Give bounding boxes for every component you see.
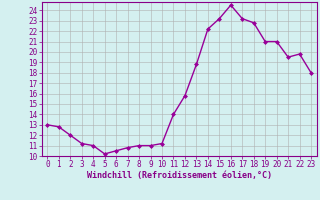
X-axis label: Windchill (Refroidissement éolien,°C): Windchill (Refroidissement éolien,°C) bbox=[87, 171, 272, 180]
